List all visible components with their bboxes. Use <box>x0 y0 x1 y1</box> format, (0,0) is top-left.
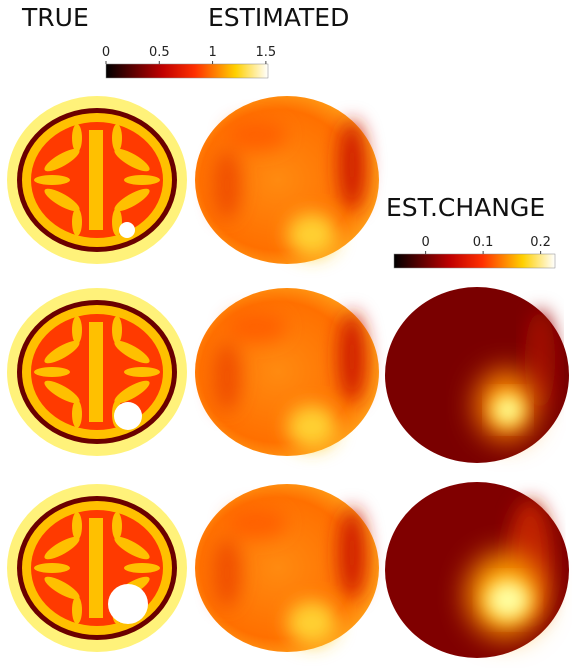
true-image <box>7 288 187 456</box>
tick-label: 0 <box>421 235 429 250</box>
tick-label: 1 <box>208 45 216 60</box>
colorbar <box>393 253 556 269</box>
colorbar <box>105 63 269 79</box>
estimated-image <box>195 288 379 456</box>
tick-label: 0.2 <box>530 235 551 250</box>
title: ESTIMATED <box>208 3 349 32</box>
lesion <box>119 222 135 238</box>
estimated-image <box>195 484 379 652</box>
tick-label: 0.1 <box>473 235 494 250</box>
lesion <box>108 584 148 624</box>
estimated-image <box>195 96 379 264</box>
title: EST.CHANGE <box>386 193 545 222</box>
lesion <box>114 402 142 430</box>
true-image <box>7 96 187 264</box>
change-image <box>385 287 569 463</box>
tick-label: 0.5 <box>149 45 170 60</box>
change-image <box>385 482 569 658</box>
true-image <box>7 484 187 652</box>
tick-label: 0 <box>102 45 110 60</box>
tick-label: 1.5 <box>256 45 277 60</box>
title: TRUE <box>21 3 89 32</box>
